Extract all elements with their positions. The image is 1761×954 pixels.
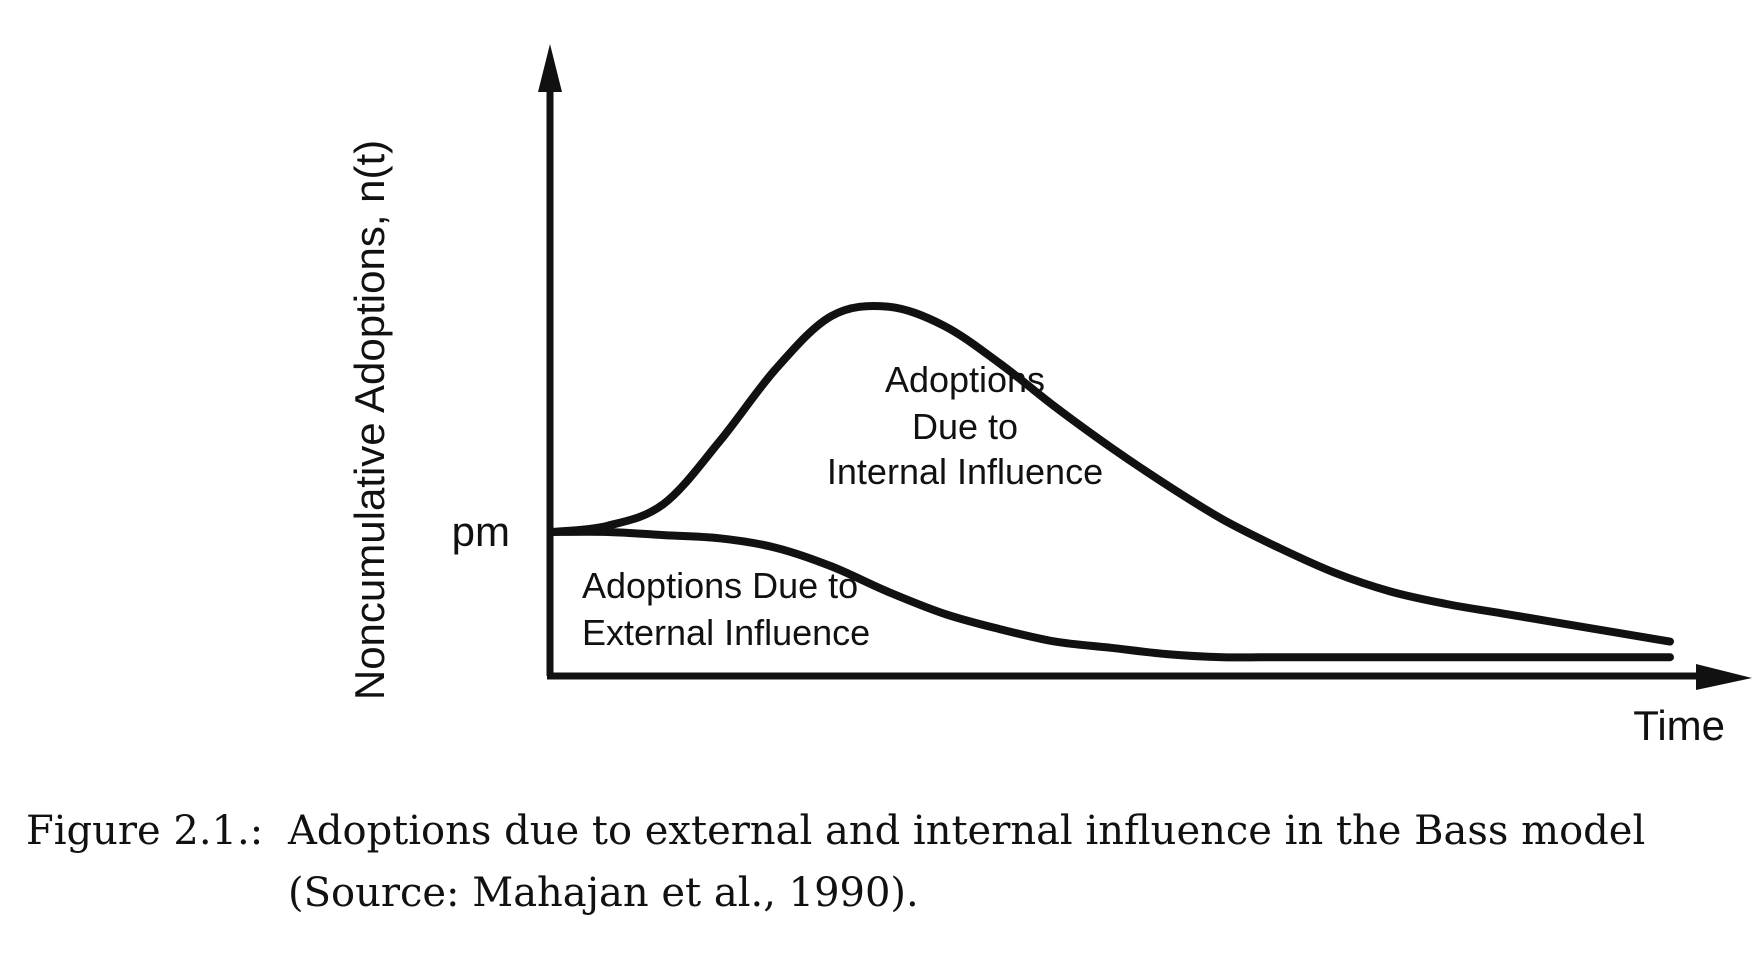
external-annotation-line-2: External Influence bbox=[582, 612, 870, 653]
y-tick-label-pm: pm bbox=[452, 508, 510, 555]
internal-annotation-line-2: Due to bbox=[912, 406, 1018, 447]
caption-line-2: (Source: Mahajan et al., 1990). bbox=[288, 870, 919, 916]
x-axis-arrowhead bbox=[1696, 664, 1752, 690]
chart: Noncumulative Adoptions, n(t) pm Time Ad… bbox=[346, 44, 1752, 749]
caption-line-1: Adoptions due to external and internal i… bbox=[288, 808, 1646, 854]
internal-annotation-line-1: Adoptions bbox=[885, 359, 1045, 400]
internal-annotation-line-3: Internal Influence bbox=[827, 451, 1103, 492]
x-axis-label: Time bbox=[1633, 702, 1725, 749]
external-annotation-line-1: Adoptions Due to bbox=[582, 565, 858, 606]
caption-label: Figure 2.1.: bbox=[26, 808, 264, 854]
y-axis-arrowhead bbox=[538, 44, 562, 92]
y-axis-label: Noncumulative Adoptions, n(t) bbox=[346, 140, 393, 700]
internal-influence-curve bbox=[548, 301, 1674, 646]
external-influence-curve bbox=[548, 527, 1674, 662]
